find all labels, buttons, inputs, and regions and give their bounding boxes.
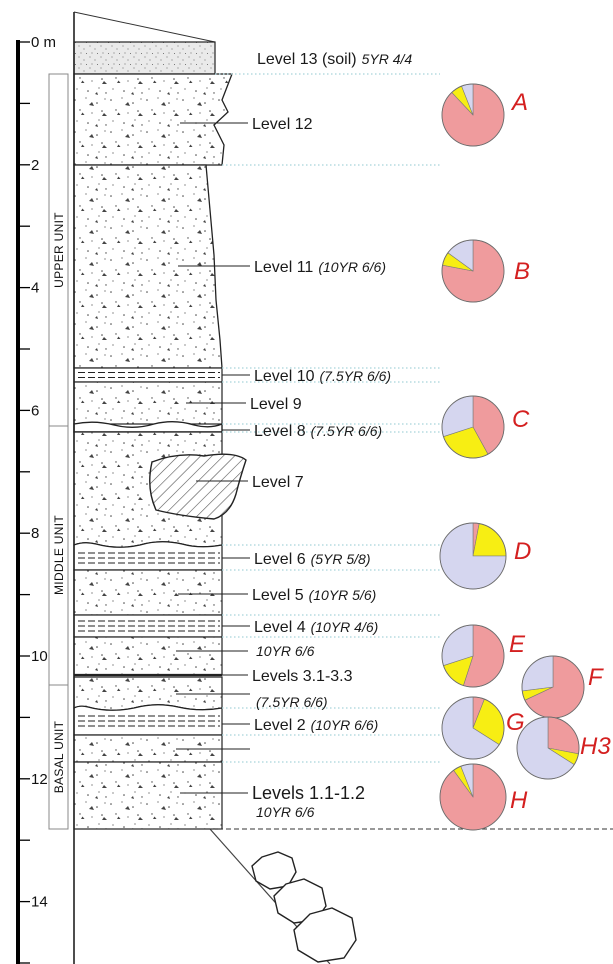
pie-f-label: F [588, 664, 604, 691]
pie-h: H [439, 763, 528, 831]
depth-scale-ticks [18, 41, 30, 964]
pie-e-outline [441, 624, 505, 688]
level-8-label: Level 8 (7.5YR 6/6) [254, 423, 382, 440]
level-3-color-bottom: (7.5YR 6/6) [256, 694, 328, 710]
level-7-label: Level 7 [252, 474, 304, 491]
pie-d: D [439, 522, 531, 590]
pie-c: C [441, 395, 530, 459]
column-top-wedge [73, 11, 216, 43]
pie-h3: H3 [516, 716, 611, 780]
pie-h-label: H [510, 787, 528, 814]
level-7-block [149, 453, 247, 520]
level-5-label: Level 5 (10YR 5/6) [252, 587, 376, 604]
section-column [73, 11, 613, 964]
upper-unit-label: UPPER UNIT [52, 212, 66, 288]
pie-h-outline [439, 763, 507, 831]
scale-label: 0 m [31, 34, 56, 51]
pie-h3-pink-fraction [547, 716, 580, 755]
dotted-guide-lines [215, 73, 440, 763]
levels-3-label: Levels 3.1-3.3 [252, 668, 353, 685]
level-12-layer [73, 73, 233, 166]
boulder-3 [293, 907, 357, 963]
pie-h3-outline [516, 716, 580, 780]
pie-e: E [441, 624, 526, 688]
level-6-label: Level 6 (5YR 5/8) [254, 551, 371, 568]
level-11-label: Level 11 (10YR 6/6) [254, 259, 386, 276]
scale-label: 14 [31, 894, 48, 911]
level-9-label: Level 9 [250, 396, 302, 413]
level-2-label: Level 2 (10YR 6/6) [254, 717, 378, 734]
level-5-layer [73, 569, 223, 616]
pie-a-label: A [510, 89, 528, 116]
level-3-color-top: 10YR 6/6 [256, 643, 315, 659]
pie-c-outline [441, 395, 505, 459]
pie-a-outline [441, 83, 505, 147]
level-10-label: Level 10 (7.5YR 6/6) [254, 368, 391, 385]
level-13-soil-layer [73, 41, 216, 75]
level-leader-lines [176, 122, 250, 794]
level-4-label: Level 4 (10YR 4/6) [254, 619, 378, 636]
level-2-layer [73, 704, 223, 736]
level-4-layer [73, 614, 223, 638]
scale-label: 2 [31, 157, 39, 174]
pie-b-label: B [514, 258, 530, 285]
pie-d-outline [439, 522, 507, 590]
pie-a: A [441, 83, 528, 147]
pie-b: B [441, 239, 530, 303]
pie-d-label: D [514, 538, 531, 565]
basal-unit-label: BASAL UNIT [52, 720, 66, 793]
level-8-layer [73, 421, 223, 433]
sample-pie-charts: A B C D E F G H3 H [439, 83, 611, 831]
level-1-layer [73, 761, 223, 830]
pie-g-label: G [506, 709, 525, 736]
pie-c-label: C [512, 406, 530, 433]
pie-f: F [521, 655, 604, 719]
pie-g-outline [441, 696, 505, 760]
scale-label: 4 [31, 280, 39, 297]
pie-g: G [441, 696, 525, 760]
pie-f-lavender-fraction [521, 655, 554, 692]
level-10-layer [73, 367, 223, 383]
level-3-upper-layer [73, 636, 223, 676]
levels-1-label: Levels 1.1-1.2 [252, 783, 365, 803]
pie-e-label: E [509, 631, 526, 658]
level-6-layer [73, 541, 223, 571]
level-13-label: Level 13 (soil) 5YR 4/4 [257, 51, 412, 68]
level-labels: Level 13 (soil) 5YR 4/4 Level 12 Level 11… [250, 51, 412, 820]
level-1-color: 10YR 6/6 [256, 804, 315, 820]
depth-scale-labels: 0 m 2 4 6 8 10 12 14 [31, 34, 56, 911]
basal-unit-bracket [48, 684, 69, 830]
level-12-label: Level 12 [252, 116, 313, 133]
middle-unit-label: MIDDLE UNIT [52, 515, 66, 595]
stratigraphic-units: UPPER UNIT MIDDLE UNIT BASAL UNIT [48, 73, 69, 830]
pie-h3-label: H3 [580, 733, 611, 760]
scale-label: 8 [31, 525, 39, 542]
scale-label: 6 [31, 402, 39, 419]
scale-label: 12 [31, 771, 48, 788]
pie-d-yellow-fraction [472, 523, 507, 557]
depth-scale: 0 m 2 4 6 8 10 12 14 [16, 34, 56, 964]
scale-label: 10 [31, 648, 48, 665]
pie-b-outline [441, 239, 505, 303]
